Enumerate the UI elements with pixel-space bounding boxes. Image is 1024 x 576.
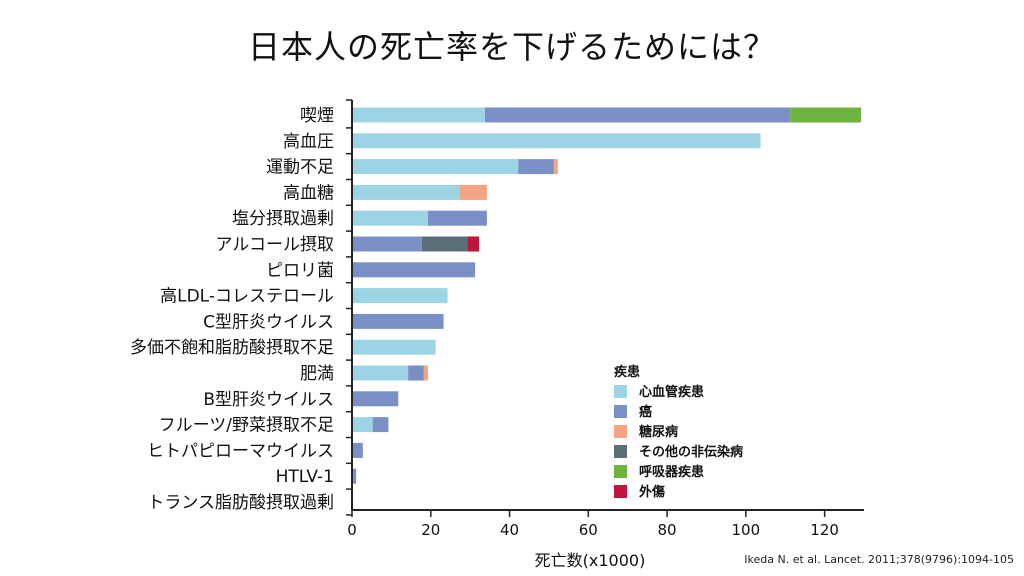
bar-segment — [353, 159, 519, 175]
y-tick-label: 喫煙 — [300, 106, 334, 126]
y-tick-label: 肥満 — [300, 364, 334, 384]
legend-swatch — [614, 405, 627, 418]
bar-segment — [353, 391, 399, 407]
bar-segment — [353, 417, 373, 433]
x-tick-label: 80 — [658, 521, 677, 539]
y-tick-label: 高血圧 — [283, 132, 334, 152]
legend-label: 癌 — [639, 404, 652, 420]
bar-segment — [423, 365, 428, 381]
y-tick-label: HTLV-1 — [276, 467, 334, 487]
x-tick-label: 100 — [732, 521, 761, 539]
bar-segment — [421, 236, 468, 252]
bar-segment — [353, 107, 485, 123]
legend-swatch — [614, 445, 627, 458]
legend-label: 糖尿病 — [639, 424, 678, 440]
bar-segment — [427, 210, 487, 226]
legend-label: 外傷 — [638, 484, 665, 500]
bar-segment — [353, 184, 460, 200]
citation: Ikeda N. et al. Lancet. 2011;378(9796):1… — [744, 553, 1014, 566]
legend-swatch — [614, 385, 627, 398]
bar-segment — [353, 262, 476, 278]
x-tick-label: 120 — [810, 521, 839, 539]
bar-segment — [484, 107, 791, 123]
y-tick-label: 塩分摂取過剰 — [232, 209, 334, 229]
legend-label: その他の非伝染病 — [639, 444, 743, 460]
bar-segment — [353, 133, 761, 149]
x-tick-label: 0 — [347, 521, 357, 539]
bar-segment — [467, 236, 480, 252]
legend-label: 心血管疾患 — [639, 384, 704, 400]
y-tick-label: アルコール摂取 — [216, 235, 335, 255]
bar-segment — [353, 210, 428, 226]
legend-swatch — [614, 485, 627, 498]
x-tick-label: 20 — [421, 521, 440, 539]
bar-segment — [518, 159, 554, 175]
bar-segment — [353, 288, 448, 304]
y-tick-label: C型肝炎ウイルス — [203, 312, 334, 332]
legend-swatch — [614, 465, 627, 478]
bar-segment — [353, 468, 357, 484]
y-tick-label: ヒトパピローマウイルス — [147, 441, 334, 461]
bar-segment — [353, 313, 444, 329]
bar-segment — [372, 417, 389, 433]
page-title: 日本人の死亡率を下げるためには？ — [247, 28, 776, 66]
bar-segment — [790, 107, 862, 123]
y-tick-label: 高LDL-コレステロール — [160, 287, 334, 307]
x-tick-label: 40 — [500, 521, 519, 539]
bar-segment — [553, 159, 558, 175]
legend-swatch — [614, 425, 627, 438]
x-tick-label: 60 — [579, 521, 598, 539]
y-tick-label: 運動不足 — [266, 158, 334, 178]
bar-segment — [459, 184, 487, 200]
bar-segment — [353, 236, 422, 252]
legend-title: 疾患 — [614, 364, 640, 380]
y-tick-label: 高血糖 — [283, 183, 334, 203]
bar-segment — [353, 442, 363, 458]
y-tick-label: 多価不飽和脂肪酸摂取不足 — [130, 338, 334, 358]
bar-segment — [353, 339, 436, 355]
y-tick-label: B型肝炎ウイルス — [203, 390, 334, 410]
x-axis-title: 死亡数(x1000) — [535, 551, 646, 570]
y-tick-label: トランス脂肪酸摂取過剰 — [147, 493, 334, 513]
legend-label: 呼吸器疾患 — [639, 464, 704, 480]
bar-segment — [408, 365, 424, 381]
bar-segment — [353, 365, 409, 381]
y-tick-label: ピロリ菌 — [266, 261, 334, 281]
y-tick-label: フルーツ/野菜摂取不足 — [159, 416, 334, 436]
